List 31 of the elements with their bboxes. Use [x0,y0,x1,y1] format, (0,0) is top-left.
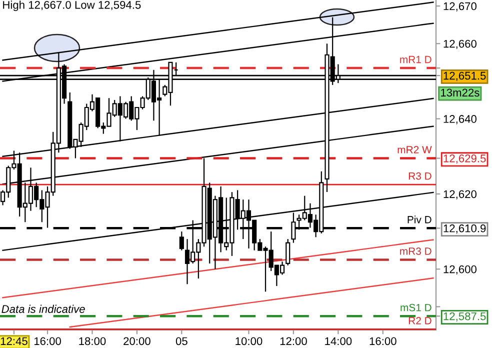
chart-title: High 12,667.0 Low 12,594.5 [3,0,141,12]
ref-line-label: mR3 D [400,248,432,255]
x-tick-label: 12:45 [0,337,28,346]
y-tick-label: 12,610.9 [444,224,486,234]
y-tick-label: 12,640 [444,115,476,124]
x-tick-label: 18:00 [79,337,106,346]
x-tick-label: 12:00 [280,337,307,346]
x-tick-label: 20:00 [124,337,150,346]
candlestick [286,238,290,266]
x-tick-label: 05 [176,337,188,346]
line-series [2,239,434,298]
ref-line-label: Piv D [408,216,432,224]
y-tick-label: 12,651.5 [444,72,486,81]
x-tick-label: 16:00 [34,337,61,346]
y-tick-label: 12,660 [444,40,476,50]
ref-line-label: R3 D [408,172,432,180]
annotation: Data is indicative [2,304,85,313]
y-tick-label: 12,600 [444,265,476,275]
candlestick [179,230,184,251]
text: 13m22s [441,88,480,97]
ref-line-label: mR1 D [400,56,432,64]
y-tick-label: 12,670 [444,2,476,12]
ref-line-label: R2 D [408,317,432,324]
ref-line-label: mS1 D [400,304,432,312]
y-tick-label: 12,620 [444,190,476,200]
x-tick-label: 16:00 [370,337,396,346]
x-tick-label: 14:00 [325,337,352,346]
x-tick-label: 10:00 [236,337,262,346]
ref-line-label: mR2 W [398,146,432,154]
y-tick-label: 12,629.5 [444,154,486,164]
y-tick-label: 12,587.5 [444,312,486,322]
